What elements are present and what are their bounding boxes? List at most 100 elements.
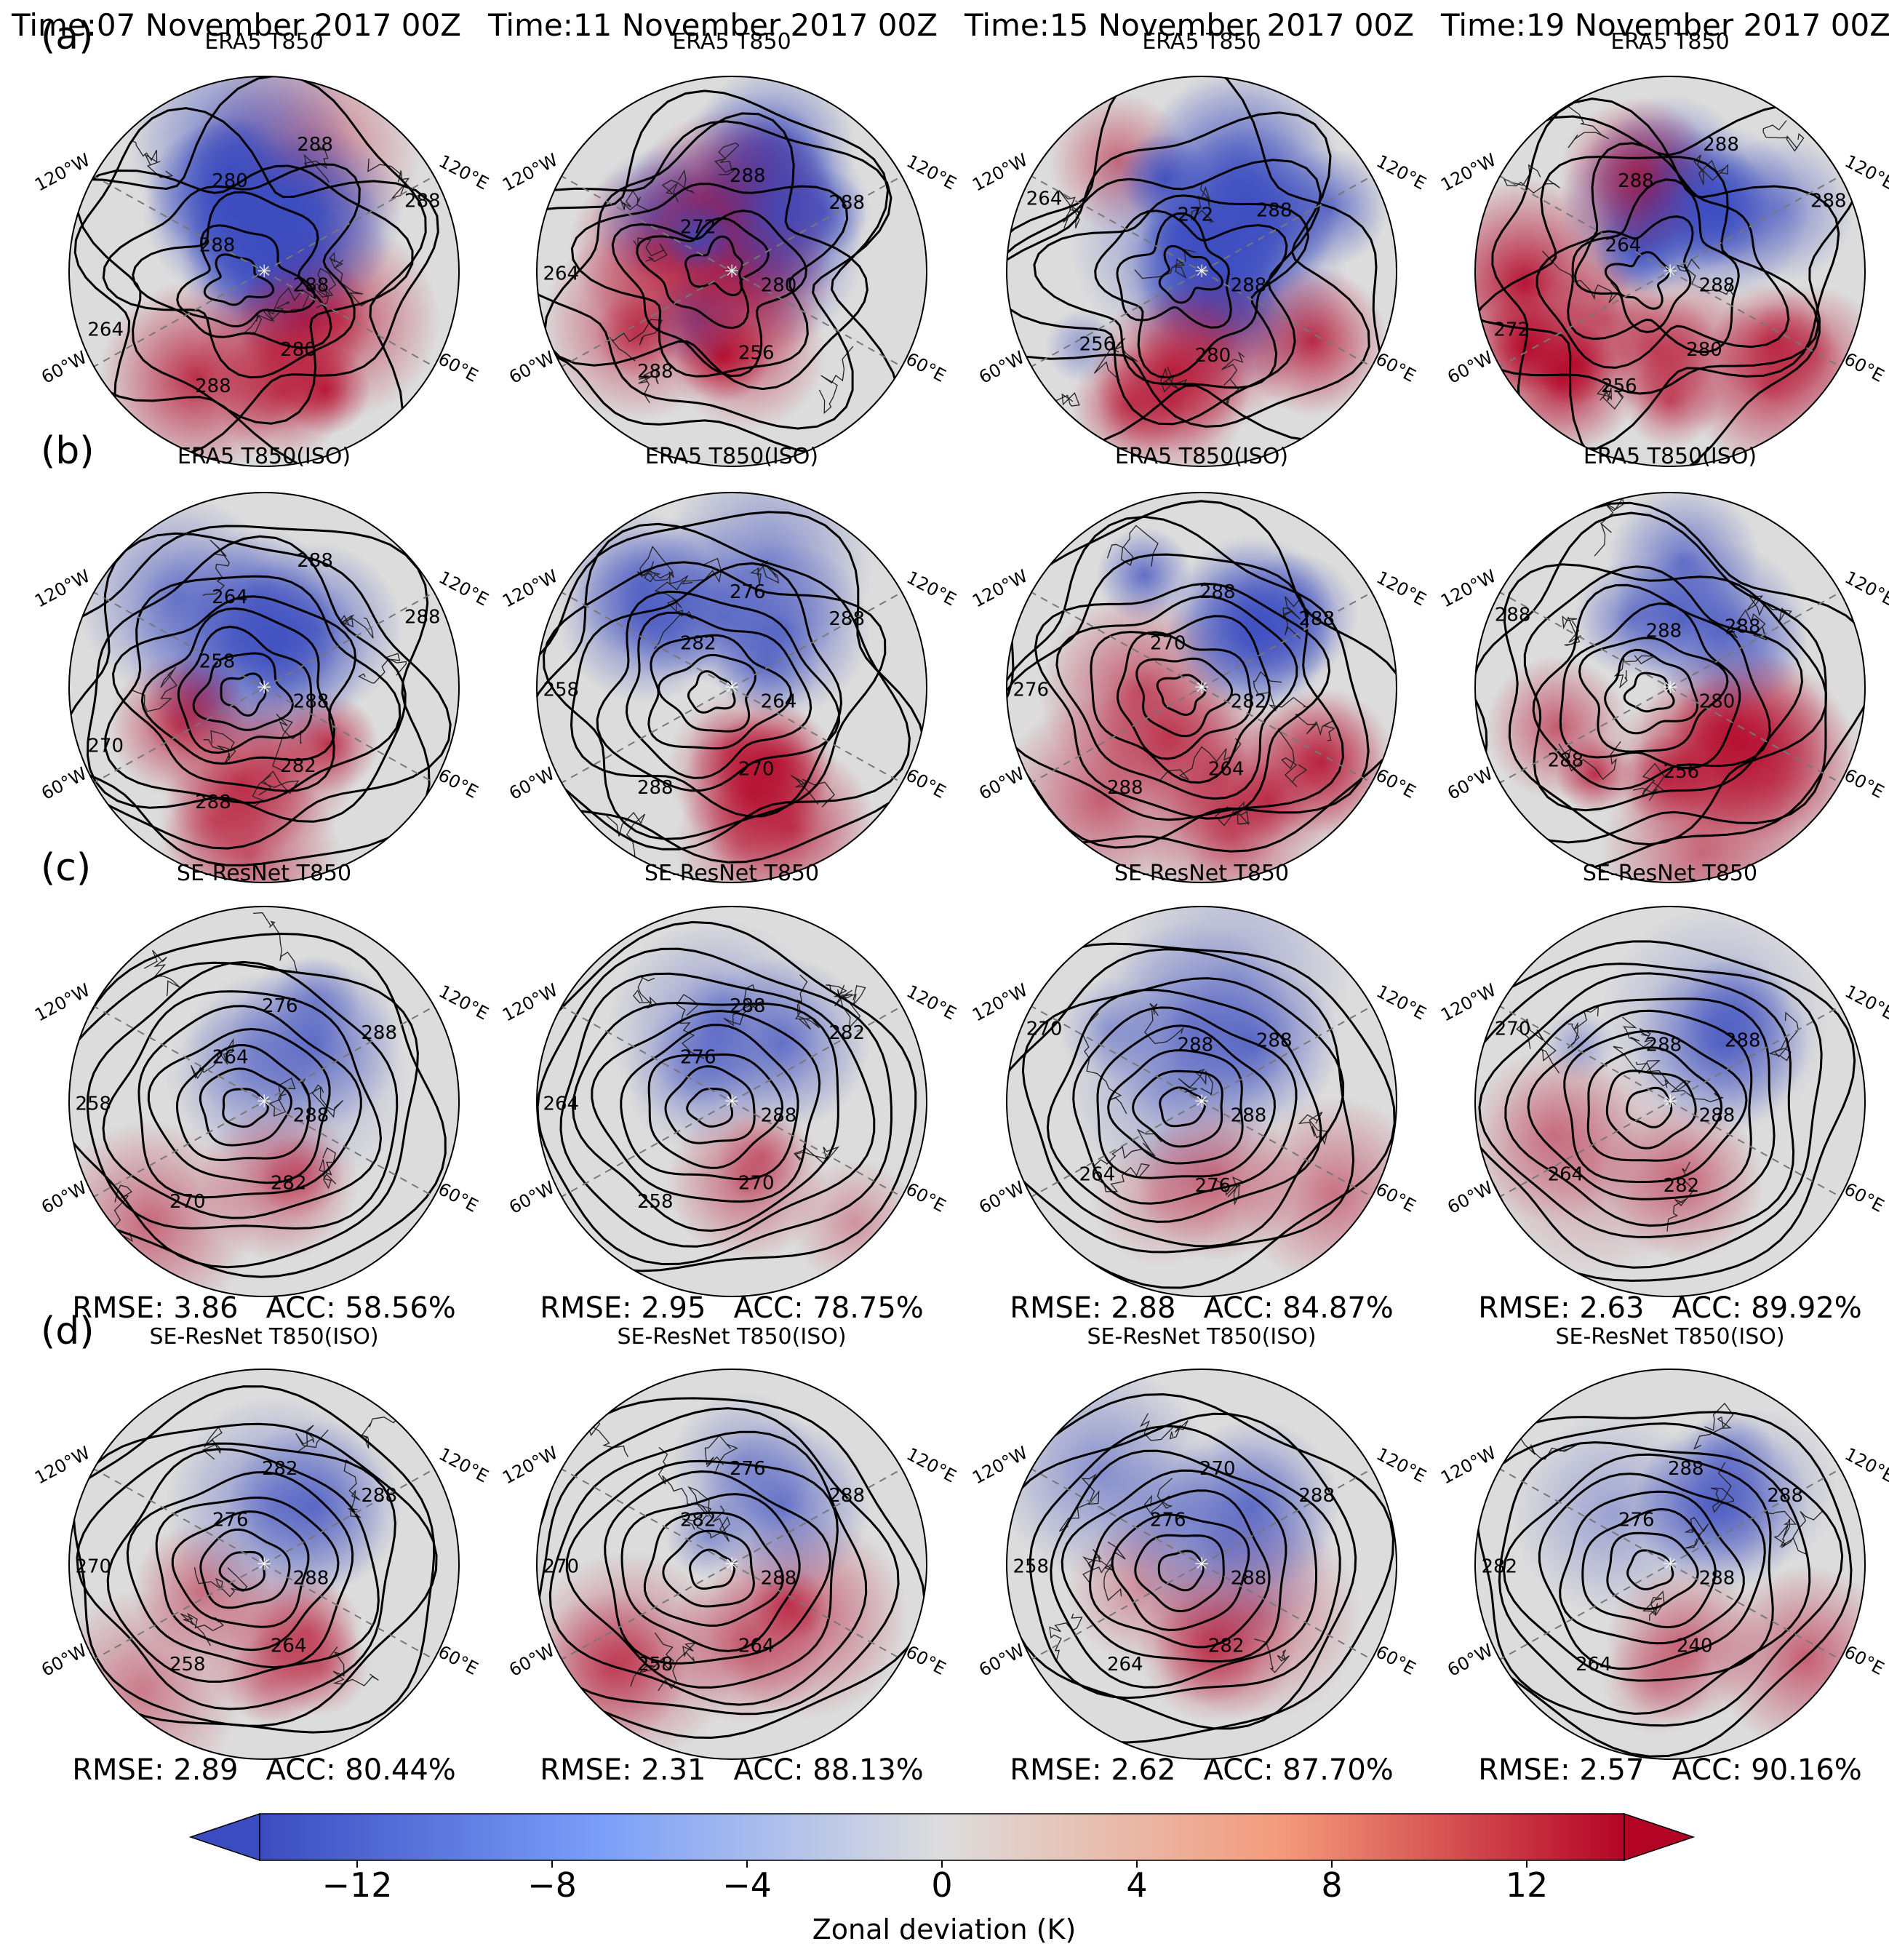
contour-label: 270 <box>87 735 124 757</box>
coastline <box>1773 1510 1824 1548</box>
isotherm-contour <box>1055 595 1298 800</box>
coastline <box>1726 609 1768 641</box>
meridian-line <box>1007 992 1397 1211</box>
coastline <box>1221 351 1245 405</box>
isotherm-contour <box>69 961 419 1269</box>
contour-label: 276 <box>730 581 766 603</box>
contour-label: 288 <box>1810 191 1847 212</box>
isotherm-contour <box>102 990 383 1219</box>
map-boundary <box>68 76 460 467</box>
panel-title: ERA5 T850(ISO) <box>177 444 351 469</box>
isotherm-contour <box>132 191 332 349</box>
coastline <box>696 1505 730 1542</box>
coastline <box>654 557 722 608</box>
colorbar-tick-label: 8 <box>1321 1865 1343 1905</box>
isotherm-contour <box>1504 997 1776 1227</box>
warm-anomaly <box>1605 1101 1765 1262</box>
contour-label: 288 <box>761 1567 797 1589</box>
contour-label: 256 <box>1601 375 1637 397</box>
contour-label: 270 <box>738 758 775 780</box>
contour-label: 280 <box>761 274 797 296</box>
isotherm-contour <box>1626 1549 1674 1590</box>
isotherm-contour <box>1478 972 1795 1238</box>
meridian-line <box>537 1454 927 1674</box>
contour-label: 276 <box>730 1458 766 1480</box>
contour-label: 288 <box>404 607 441 629</box>
panel-title: ERA5 T850(ISO) <box>1114 444 1289 469</box>
coastline <box>1058 1473 1100 1532</box>
polar-map: 288 282 288 270 258 264 288 288 ✳ <box>68 492 460 883</box>
coastline <box>1294 705 1335 741</box>
contour-label: 264 <box>1605 235 1642 257</box>
contour-label: 270 <box>1150 633 1186 655</box>
isotherm-contour <box>1111 1513 1250 1631</box>
isotherm-contour <box>1007 553 1344 821</box>
metrics-text: RMSE: 2.88 ACC: 84.87% <box>1010 1291 1394 1325</box>
contour-label: 288 <box>361 1485 397 1507</box>
pole-marker-icon: ✳ <box>1194 677 1209 698</box>
contour-label: 240 <box>1677 1635 1713 1657</box>
isotherm-contour <box>1559 1490 1745 1645</box>
contour-label: 288 <box>1699 274 1736 296</box>
contour-label: 258 <box>543 680 579 701</box>
isotherm-contour <box>1523 565 1804 812</box>
contour-label: 288 <box>1646 1035 1682 1056</box>
contour-label: 288 <box>1668 1458 1704 1480</box>
isotherm-contour <box>72 1422 438 1727</box>
coastline <box>262 287 316 322</box>
contour-label: 270 <box>1026 1019 1063 1040</box>
coastline <box>1567 1005 1600 1049</box>
acc-value: ACC: 89.92% <box>1672 1291 1862 1325</box>
map-boundary <box>1474 906 1866 1297</box>
colorbar-min-extend <box>188 1812 260 1862</box>
isotherm-contour <box>542 561 887 840</box>
contour-label: 288 <box>1699 1104 1736 1126</box>
isotherm-contour <box>611 210 808 378</box>
contour-label: 272 <box>1178 204 1214 226</box>
contour-label: 288 <box>1298 1485 1335 1507</box>
isotherm-contour <box>102 163 361 379</box>
contour-label: 280 <box>1195 345 1231 367</box>
map-boundary <box>1006 906 1397 1297</box>
isotherm-contour <box>1475 940 1856 1282</box>
contour-label: 264 <box>1107 1654 1143 1676</box>
coastline <box>1254 1638 1290 1673</box>
rmse-value: RMSE: 3.86 <box>72 1291 239 1325</box>
coastline <box>676 994 705 1059</box>
coastline <box>1139 1413 1189 1441</box>
colorbar-tick-label: −8 <box>527 1865 577 1905</box>
coastline <box>319 1147 337 1190</box>
contour-label: 282 <box>1231 690 1267 712</box>
coastline <box>1768 1011 1800 1061</box>
isotherm-contour <box>548 1430 868 1706</box>
rmse-value: RMSE: 2.63 <box>1478 1291 1645 1325</box>
polar-map: 288 270 258 264 276 288 282 ✳ <box>536 906 927 1297</box>
coastline <box>1613 655 1656 689</box>
contour-label: 264 <box>1208 758 1245 780</box>
contour-label: 264 <box>1026 188 1063 210</box>
coastline <box>1159 738 1242 781</box>
cold-anomaly <box>1634 542 1808 717</box>
contour-label: 276 <box>1013 680 1049 701</box>
isotherm-contour <box>1007 500 1397 853</box>
panel-title: SE-ResNet T850 <box>644 861 820 886</box>
isotherm-contour <box>1050 1449 1317 1689</box>
contour-label: 270 <box>75 1556 111 1578</box>
polar-map: 282 264 288 276 270 288 288 ✳ <box>1006 492 1397 883</box>
isotherm-contour <box>1159 1086 1207 1128</box>
isotherm-contour <box>1623 672 1675 713</box>
cold-anomaly <box>1634 126 1808 300</box>
coastline <box>303 146 330 183</box>
contour-label: 276 <box>1195 1175 1231 1197</box>
polar-map: 288 276 264 270 288 288 ✳ <box>1006 906 1397 1297</box>
coastline <box>1558 741 1621 781</box>
cold-anomaly <box>695 1419 870 1593</box>
map-boundary <box>1006 76 1397 467</box>
isotherm-contour <box>537 1407 900 1716</box>
isotherm-contour <box>1578 637 1729 753</box>
isotherm-contour <box>1046 989 1322 1223</box>
acc-value: ACC: 90.16% <box>1672 1753 1862 1787</box>
isotherm-contour <box>1475 963 1823 1269</box>
contour-label: 288 <box>1256 200 1293 222</box>
isotherm-contour <box>218 1550 265 1591</box>
